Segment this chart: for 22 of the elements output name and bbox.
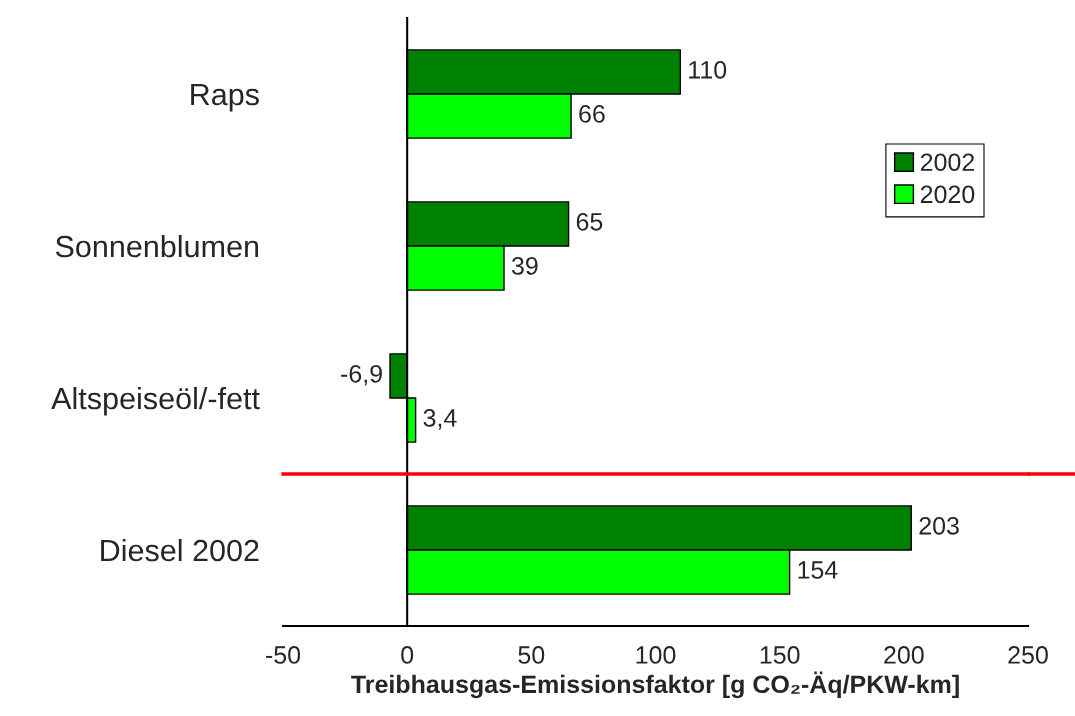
x-tick-label: 50 bbox=[518, 646, 545, 664]
data-label: 66 bbox=[579, 105, 605, 123]
x-tick-label: 250 bbox=[1008, 646, 1048, 664]
x-tick-label: 0 bbox=[401, 646, 414, 664]
y-tick-label: Raps bbox=[191, 84, 259, 112]
data-label: 65 bbox=[576, 212, 603, 231]
data-label: 110 bbox=[689, 60, 727, 79]
y-tick-label: Altspeiseöl/-fett bbox=[51, 386, 260, 416]
x-tick-label: 100 bbox=[636, 646, 676, 664]
data-label: -6,9 bbox=[341, 364, 382, 386]
legend-label: 2020 bbox=[920, 185, 975, 204]
y-tick-label: Sonnenblumen bbox=[55, 234, 259, 258]
data-label: 203 bbox=[919, 516, 959, 535]
x-tick-label: 200 bbox=[884, 646, 924, 664]
x-tick-label: 150 bbox=[760, 646, 800, 664]
x-tick-label: -50 bbox=[266, 646, 301, 664]
y-tick-label: Diesel 2002 bbox=[101, 538, 259, 562]
data-label: 154 bbox=[798, 561, 838, 579]
data-label: 3,4 bbox=[423, 409, 457, 430]
data-label: 39 bbox=[511, 257, 538, 275]
x-axis-title: Treibhausgas-Emissionsfaktor [g CO₂-Äq/PKW-km] bbox=[351, 671, 959, 699]
legend-label: 2002 bbox=[920, 153, 974, 172]
